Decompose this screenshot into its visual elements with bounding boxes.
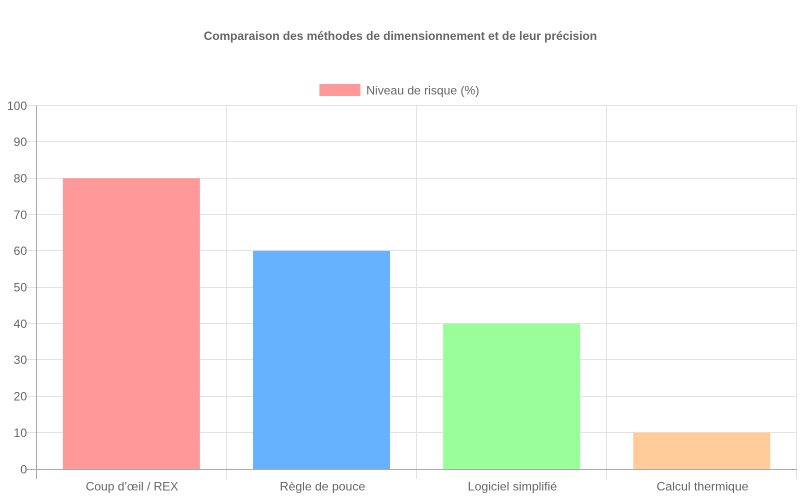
svg-text:60: 60 (14, 244, 28, 258)
svg-text:100: 100 (7, 99, 27, 113)
svg-text:0: 0 (20, 462, 27, 476)
svg-text:Comparaison des méthodes de di: Comparaison des méthodes de dimensionnem… (204, 29, 597, 43)
svg-text:Coup d’œil / REX: Coup d’œil / REX (86, 479, 179, 493)
svg-text:20: 20 (14, 390, 28, 404)
svg-text:70: 70 (14, 208, 28, 222)
svg-text:80: 80 (14, 172, 28, 186)
svg-text:40: 40 (14, 317, 28, 331)
svg-text:Logiciel simplifié: Logiciel simplifié (468, 479, 558, 493)
svg-text:30: 30 (14, 353, 28, 367)
svg-text:Règle de pouce: Règle de pouce (280, 479, 366, 493)
svg-text:Calcul thermique: Calcul thermique (657, 479, 749, 493)
svg-text:Niveau de risque (%): Niveau de risque (%) (366, 83, 479, 97)
svg-text:50: 50 (14, 281, 28, 295)
svg-text:10: 10 (14, 426, 28, 440)
svg-text:90: 90 (14, 135, 28, 149)
